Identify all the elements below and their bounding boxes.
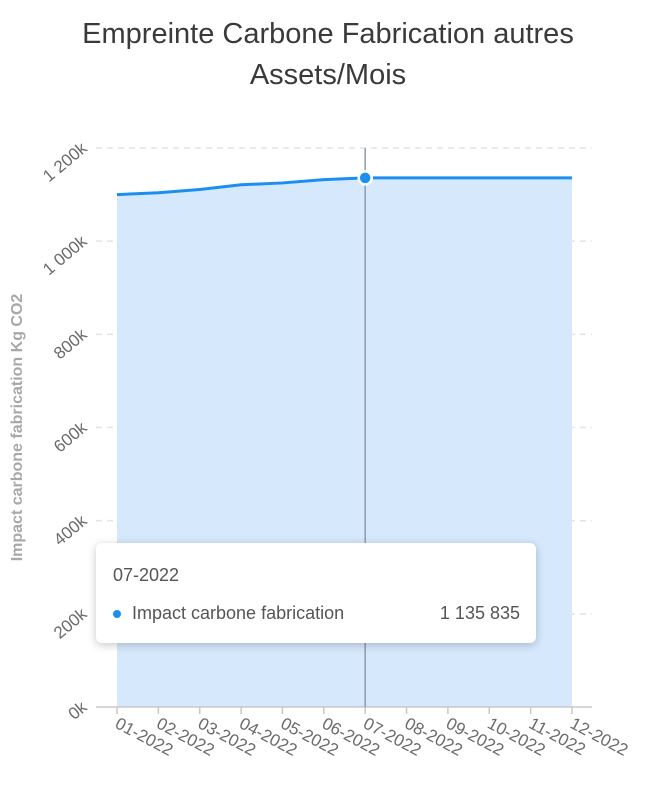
tooltip-value: 1 135 835 [439,603,520,623]
y-tick-label: 200k [50,604,91,643]
y-tick-label: 600k [50,418,91,457]
y-tick-label: 400k [50,511,91,550]
chart-title-line-1: Empreinte Carbone Fabrication autres [82,18,574,50]
chart-title-line-2: Assets/Mois [249,59,407,91]
highlight-point [357,170,373,186]
y-tick-label: 1 000k [39,231,91,279]
y-tick-label: 0k [65,697,91,723]
y-tick-label: 800k [50,325,91,364]
tooltip-series-name: Impact carbone fabrication [132,603,345,623]
y-tick-label: 1 200k [39,138,91,186]
tooltip-category: 07-2022 [113,565,180,585]
tooltip-series-marker [113,610,121,618]
y-axis-title: Impact carbone fabrication Kg CO2 [9,294,26,562]
series-line [116,176,572,197]
chart-title: Empreinte Carbone Fabrication autres Ass… [0,14,656,96]
tooltip: 07-2022 Impact carbone fabrication 1 135… [96,543,536,643]
